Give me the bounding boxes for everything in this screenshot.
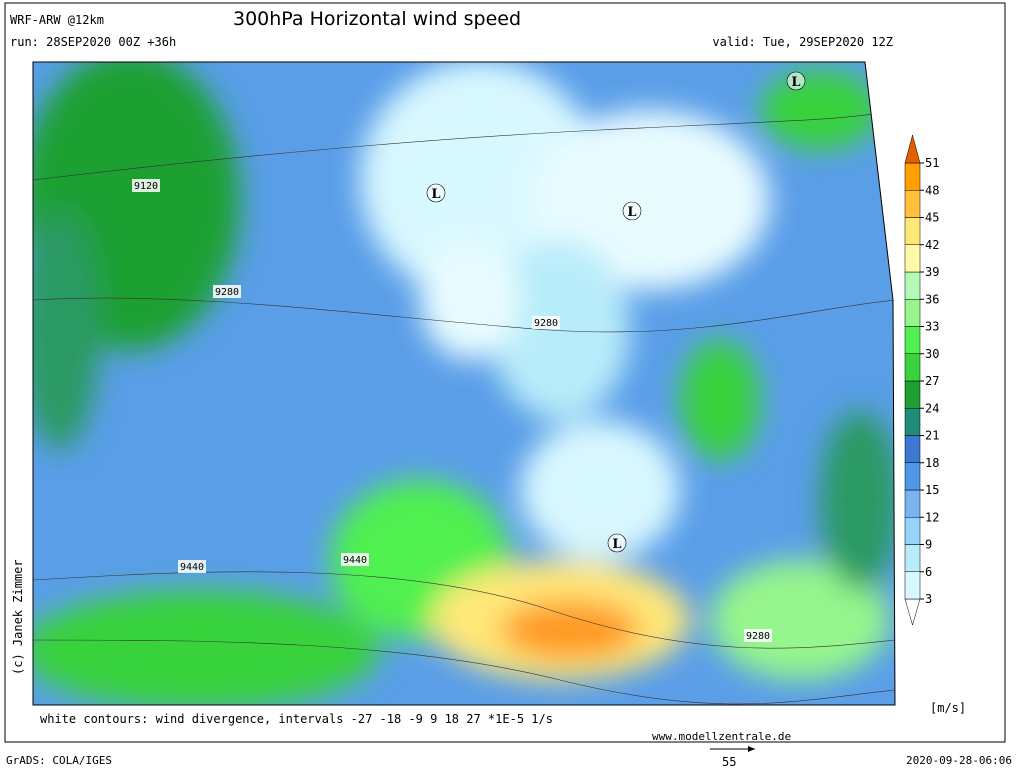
timestamp: 2020-09-28-06:06: [906, 754, 1012, 767]
copyright: (c) Janek Zimmer: [11, 559, 25, 675]
title: 300hPa Horizontal wind speed: [233, 8, 521, 30]
colorbar-label: 15: [925, 483, 939, 497]
colorbar-box: [904, 544, 921, 572]
unit: [m/s]: [930, 701, 966, 715]
colorbar-high: [904, 134, 921, 164]
colorbar-box: [904, 244, 921, 273]
contour-label: 9440: [343, 555, 367, 566]
colorbar-low: [904, 598, 921, 626]
colorbar-label: 21: [925, 429, 939, 443]
colorbar-box: [904, 517, 921, 545]
contour-label-box: [132, 179, 160, 192]
colorbar-box: [904, 162, 921, 191]
colorbar-label: 36: [925, 292, 939, 306]
low-label: L: [431, 187, 440, 202]
contour-label-box: [178, 560, 206, 573]
colorbar-box: [904, 571, 921, 600]
low-label: L: [791, 75, 800, 90]
colorbar-box: [904, 326, 921, 354]
colorbar-box: [904, 299, 921, 327]
colorbar-box: [904, 435, 921, 463]
footnote: white contours: wind divergence, interva…: [40, 712, 553, 726]
colorbar-box: [904, 353, 921, 382]
colorbar-box: [904, 217, 921, 245]
colorbar-label: 48: [925, 183, 939, 197]
low-marker: [786, 71, 806, 91]
colorbar-label: 33: [925, 320, 939, 334]
colorbar-label: 42: [925, 238, 939, 252]
colorbar-label: 45: [925, 211, 939, 225]
frame: [4, 2, 1006, 743]
run-time: run: 28SEP2020 00Z +36h: [10, 35, 176, 49]
reference-arrow-head: [748, 746, 755, 752]
colorbar-label: 24: [925, 401, 939, 415]
colorbar-label: 6: [925, 565, 932, 579]
low-marker: [607, 533, 627, 553]
contour-label-box: [744, 629, 772, 642]
colorbar-box: [904, 380, 921, 409]
valid-time: valid: Tue, 29SEP2020 12Z: [712, 35, 893, 49]
low-label: L: [627, 205, 636, 220]
contour-label: 9280: [215, 287, 239, 298]
contour-label: 9280: [746, 631, 770, 642]
colorbar-box: [904, 271, 921, 300]
contour-label-box: [532, 316, 560, 329]
wind-field: [33, 62, 895, 705]
contour-label: 9440: [180, 562, 204, 573]
colorbar-label: 27: [925, 374, 939, 388]
low-marker: [426, 183, 446, 203]
colorbar-box: [904, 190, 921, 218]
colorbar-label: 18: [925, 456, 939, 470]
low-label: L: [612, 537, 621, 552]
reference-vector: 55: [722, 755, 736, 768]
colorbar-box: [904, 462, 921, 491]
colorbar-box: [904, 489, 921, 518]
contour-label-box: [341, 553, 369, 566]
colorbar-label: 9: [925, 538, 932, 552]
low-marker: [622, 201, 642, 221]
model: WRF-ARW @12km: [10, 13, 104, 27]
contour-label-box: [213, 285, 241, 298]
software: GrADS: COLA/IGES: [6, 754, 112, 767]
map-border: [32, 61, 896, 706]
colorbar-label: 30: [925, 347, 939, 361]
colorbar-box: [904, 408, 921, 436]
colorbar-label: 51: [925, 156, 939, 170]
colorbar-label: 3: [925, 592, 932, 606]
website: www.modellzentrale.de: [652, 730, 791, 743]
colorbar-label: 12: [925, 510, 939, 524]
contour-label: 9120: [134, 181, 158, 192]
colorbar-label: 39: [925, 265, 939, 279]
contour-label: 9280: [534, 318, 558, 329]
